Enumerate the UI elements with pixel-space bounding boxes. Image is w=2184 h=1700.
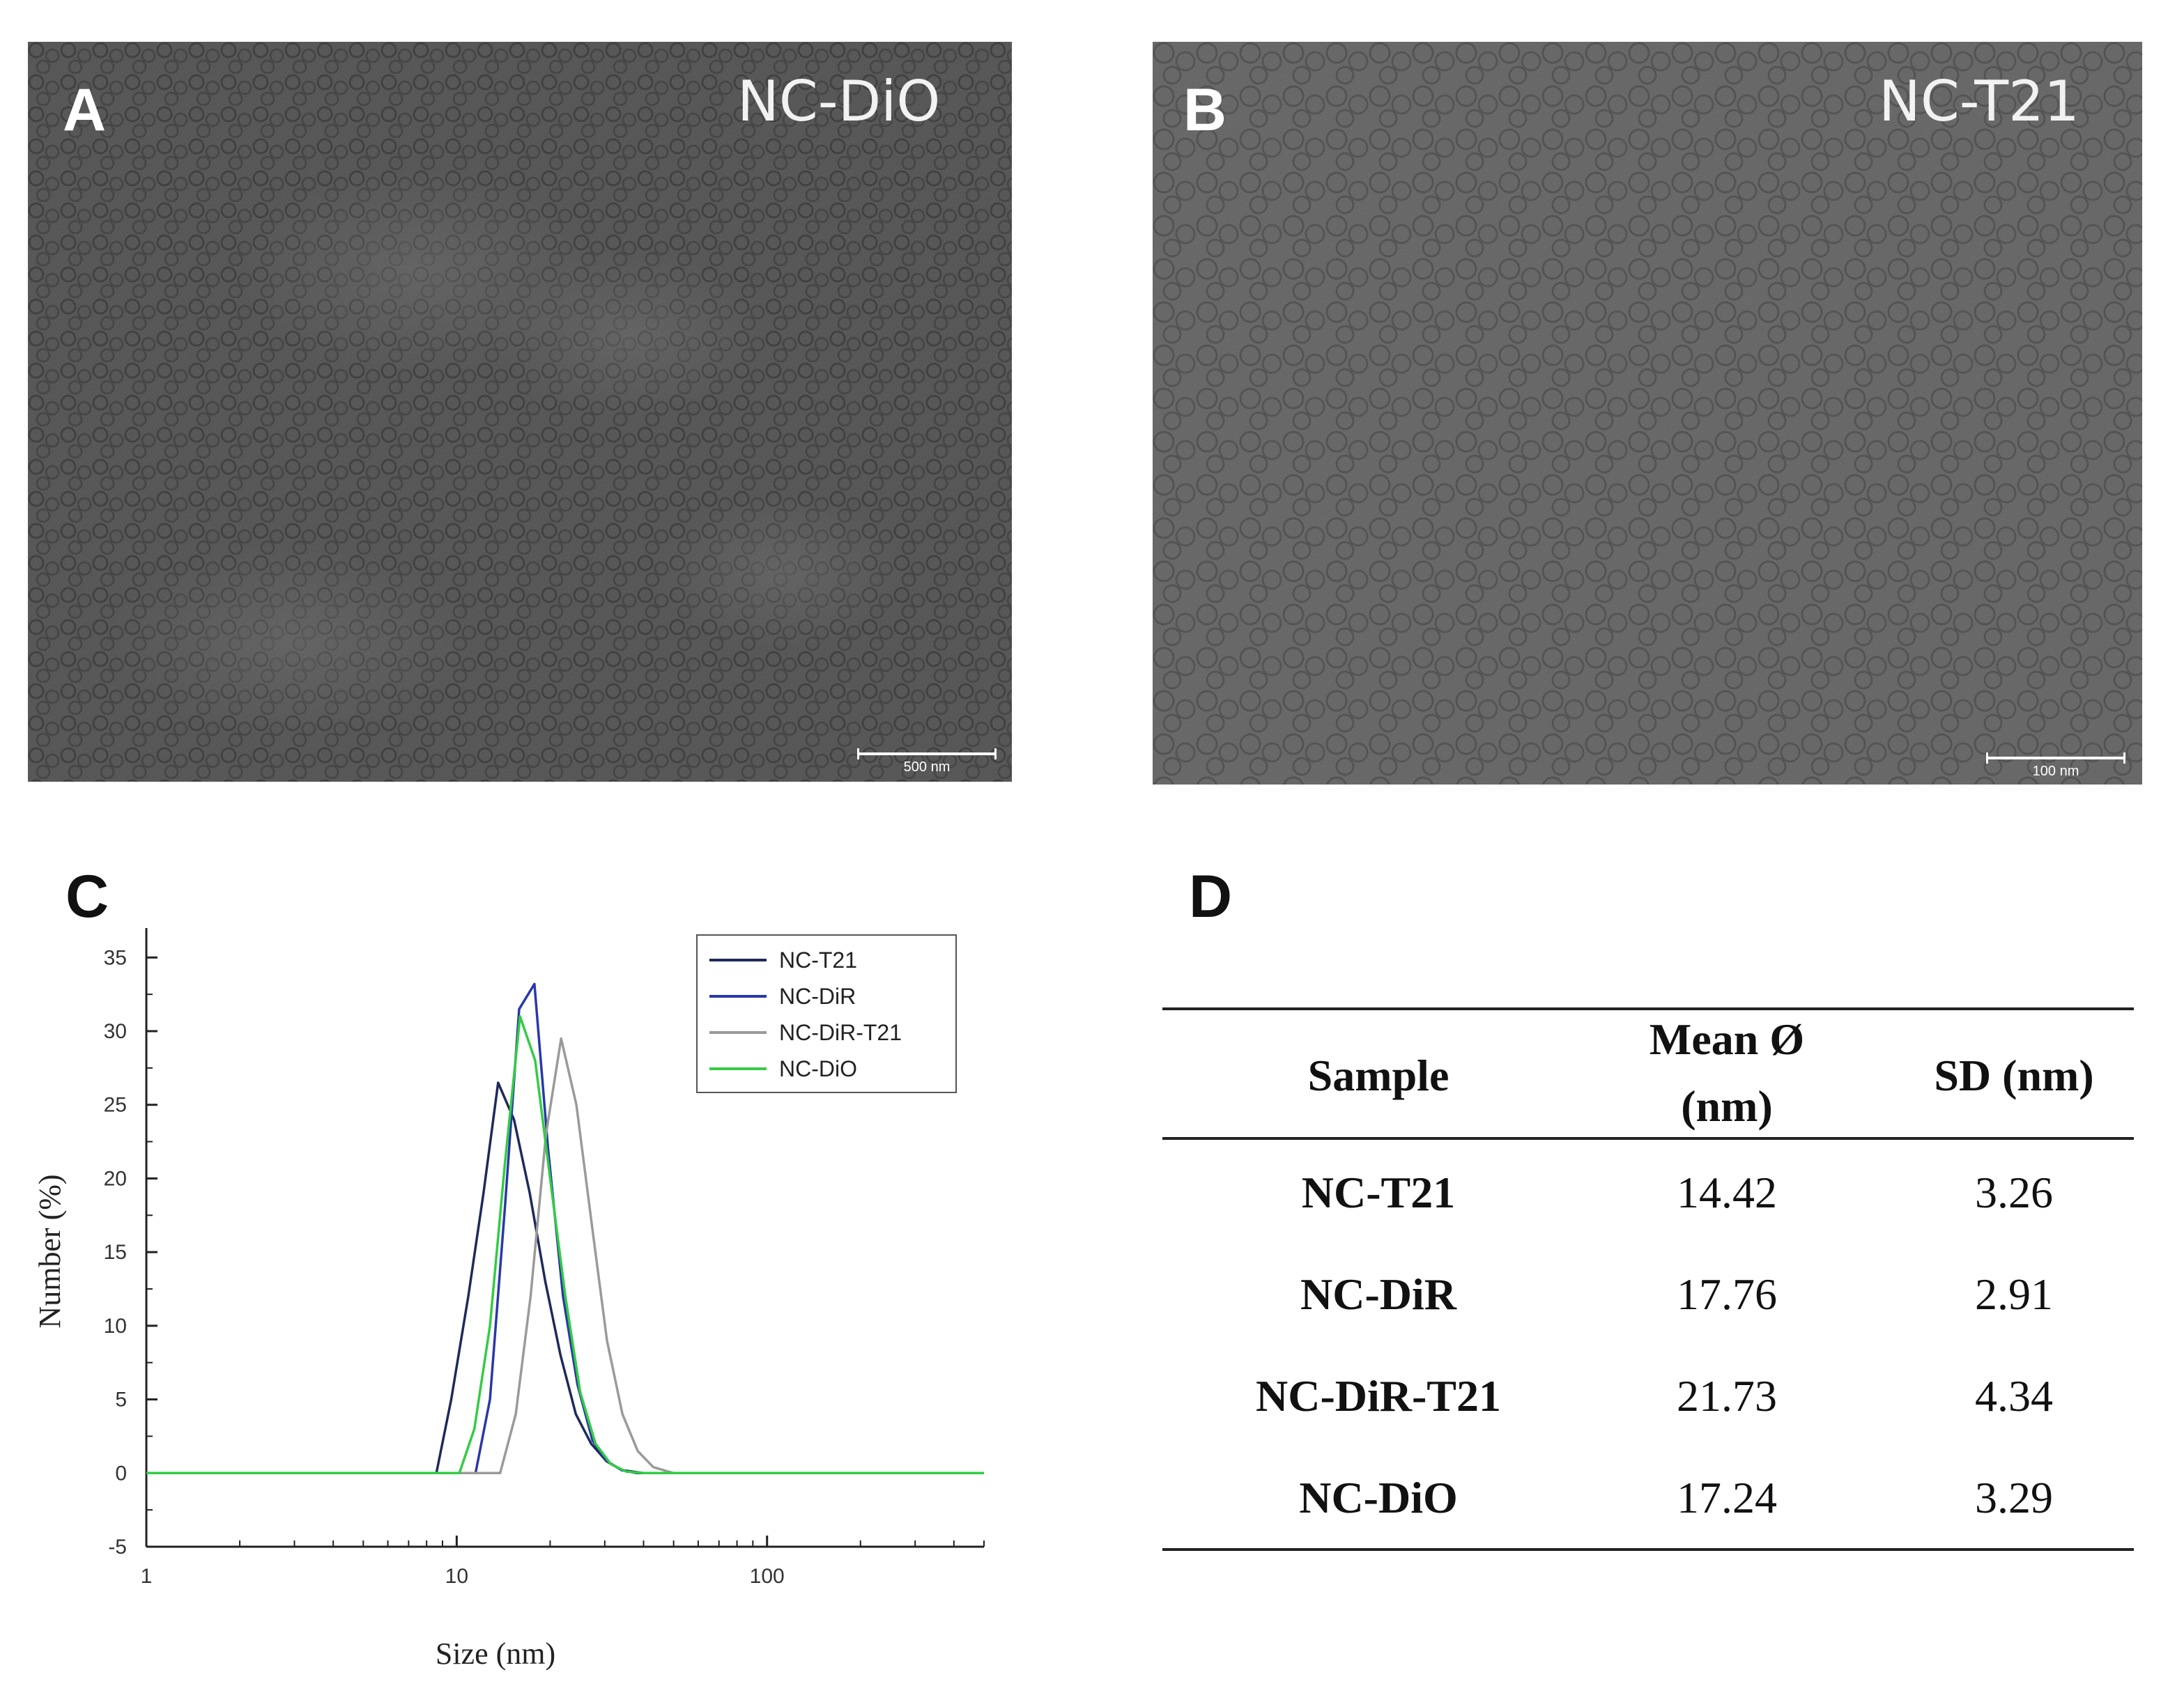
y-tick-label: 20 xyxy=(104,1167,127,1190)
scale-bar-a: 500 nm xyxy=(857,748,997,775)
row-4-mean: 17.24 xyxy=(1677,1473,1777,1522)
size-distribution-chart: -5 0 5 10 15 20 25 30 35 1 10 100 Size (nm) Number (%… xyxy=(33,928,985,1671)
row-2-sample: NC-DiR xyxy=(1300,1269,1456,1319)
x-tick-label: 1 xyxy=(141,1565,153,1588)
row-1-mean: 14.42 xyxy=(1677,1168,1777,1217)
series-line-nc-t21 xyxy=(146,1081,984,1475)
tem-image-a: 500 nm xyxy=(28,42,1012,782)
row-3-sample: NC-DiR-T21 xyxy=(1256,1371,1501,1421)
tem-texture-a xyxy=(28,42,1012,782)
tem-texture-b xyxy=(1153,42,2142,785)
row-2-mean: 17.76 xyxy=(1677,1269,1777,1319)
panel-label-c: C xyxy=(66,863,109,930)
x-axis-label: Size (nm) xyxy=(436,1637,555,1671)
panel-label-a: A xyxy=(63,77,107,144)
y-tick-label: 5 xyxy=(115,1389,127,1412)
x-tick-label: 100 xyxy=(750,1565,785,1588)
legend-label-nc-t21: NC-T21 xyxy=(779,948,857,973)
y-tick-label: 0 xyxy=(115,1462,127,1485)
scale-bar-label-b: 100 nm xyxy=(2032,764,2079,779)
row-1-sample: NC-T21 xyxy=(1301,1168,1456,1217)
y-tick-label: 30 xyxy=(104,1020,127,1043)
x-tick-label: 10 xyxy=(445,1565,468,1588)
table-bottom-rule xyxy=(1162,1548,2134,1551)
panel-label-b: B xyxy=(1183,77,1227,144)
y-axis-label: Number (%) xyxy=(33,1174,67,1328)
header-sample: Sample xyxy=(1307,1051,1449,1100)
scale-bar-label-a: 500 nm xyxy=(903,759,951,775)
tem-title-a: NC-DiO xyxy=(737,69,941,134)
panel-label-d: D xyxy=(1189,863,1233,930)
tem-image-b: 100 nm xyxy=(1153,42,2142,785)
y-tick-label: 15 xyxy=(104,1241,127,1264)
header-mean-line1: Mean Ø xyxy=(1649,1014,1805,1064)
header-sd: SD (nm) xyxy=(1934,1051,2094,1100)
legend-label-nc-dir-t21: NC-DiR-T21 xyxy=(779,1020,902,1045)
tem-title-b: NC-T21 xyxy=(1879,69,2079,134)
legend-label-nc-dir: NC-DiR xyxy=(779,984,856,1009)
row-3-sd: 4.34 xyxy=(1975,1371,2053,1421)
series-line-nc-dir-t21 xyxy=(146,1037,984,1475)
scale-bar-b: 100 nm xyxy=(1986,752,2125,779)
y-tick-label: 35 xyxy=(104,946,127,969)
row-2-sd: 2.91 xyxy=(1975,1269,2053,1319)
series-line-nc-dio xyxy=(146,1015,984,1475)
row-3-mean: 21.73 xyxy=(1677,1371,1777,1421)
legend-label-nc-dio: NC-DiO xyxy=(779,1056,857,1081)
y-tick-label: 10 xyxy=(104,1315,127,1338)
row-1-sd: 3.26 xyxy=(1975,1168,2053,1217)
table-header-rule xyxy=(1162,1137,2134,1140)
y-tick-label: -5 xyxy=(108,1536,127,1559)
y-tick-label: 25 xyxy=(104,1094,127,1117)
header-mean-line2: (nm) xyxy=(1681,1081,1773,1131)
row-4-sample: NC-DiO xyxy=(1299,1473,1458,1522)
table-top-rule xyxy=(1162,1007,2134,1010)
row-4-sd: 3.29 xyxy=(1975,1473,2053,1522)
